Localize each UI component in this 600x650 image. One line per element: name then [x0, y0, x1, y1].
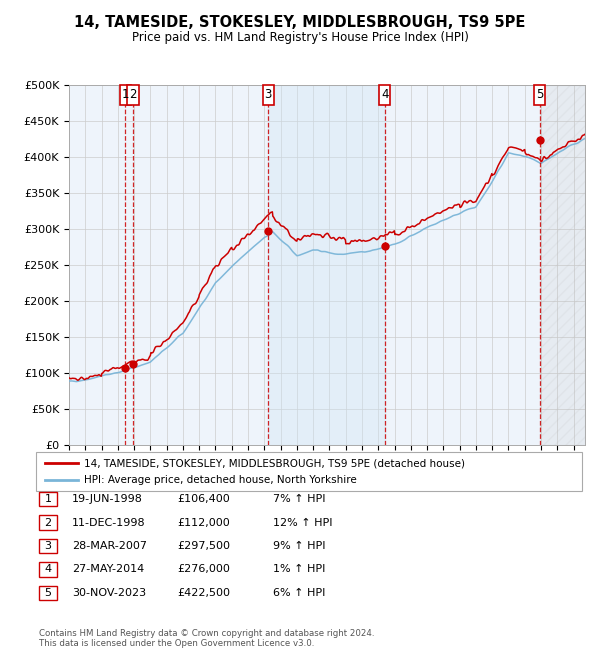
- Text: 30-NOV-2023: 30-NOV-2023: [72, 588, 146, 598]
- Text: 7% ↑ HPI: 7% ↑ HPI: [273, 494, 325, 504]
- Text: 2: 2: [130, 88, 137, 101]
- Text: £422,500: £422,500: [177, 588, 230, 598]
- Text: 9% ↑ HPI: 9% ↑ HPI: [273, 541, 325, 551]
- Text: 28-MAR-2007: 28-MAR-2007: [72, 541, 147, 551]
- Text: 14, TAMESIDE, STOKESLEY, MIDDLESBROUGH, TS9 5PE: 14, TAMESIDE, STOKESLEY, MIDDLESBROUGH, …: [74, 15, 526, 31]
- Bar: [127, 84, 139, 105]
- Text: 1: 1: [122, 88, 129, 101]
- Text: 5: 5: [44, 588, 52, 598]
- Text: 12% ↑ HPI: 12% ↑ HPI: [273, 517, 332, 528]
- Bar: [119, 84, 131, 105]
- Text: 5: 5: [536, 88, 544, 101]
- Text: HPI: Average price, detached house, North Yorkshire: HPI: Average price, detached house, Nort…: [84, 475, 357, 485]
- Bar: [263, 84, 274, 105]
- Text: 3: 3: [265, 88, 272, 101]
- Text: 2: 2: [44, 517, 52, 528]
- Text: £112,000: £112,000: [177, 517, 230, 528]
- Text: 11-DEC-1998: 11-DEC-1998: [72, 517, 146, 528]
- Text: £276,000: £276,000: [177, 564, 230, 575]
- Text: 4: 4: [44, 564, 52, 575]
- Text: £106,400: £106,400: [177, 494, 230, 504]
- Text: Contains HM Land Registry data © Crown copyright and database right 2024.: Contains HM Land Registry data © Crown c…: [39, 629, 374, 638]
- Bar: [268, 84, 385, 445]
- Text: Price paid vs. HM Land Registry's House Price Index (HPI): Price paid vs. HM Land Registry's House …: [131, 31, 469, 44]
- Text: This data is licensed under the Open Government Licence v3.0.: This data is licensed under the Open Gov…: [39, 639, 314, 648]
- Text: 19-JUN-1998: 19-JUN-1998: [72, 494, 143, 504]
- Text: 14, TAMESIDE, STOKESLEY, MIDDLESBROUGH, TS9 5PE (detached house): 14, TAMESIDE, STOKESLEY, MIDDLESBROUGH, …: [84, 458, 465, 469]
- Text: 1: 1: [44, 494, 52, 504]
- Text: 3: 3: [44, 541, 52, 551]
- Text: £297,500: £297,500: [177, 541, 230, 551]
- Bar: [379, 84, 391, 105]
- Bar: [540, 84, 585, 445]
- Text: 27-MAY-2014: 27-MAY-2014: [72, 564, 144, 575]
- Bar: [534, 84, 545, 105]
- Text: 6% ↑ HPI: 6% ↑ HPI: [273, 588, 325, 598]
- Text: 1% ↑ HPI: 1% ↑ HPI: [273, 564, 325, 575]
- Text: 4: 4: [381, 88, 389, 101]
